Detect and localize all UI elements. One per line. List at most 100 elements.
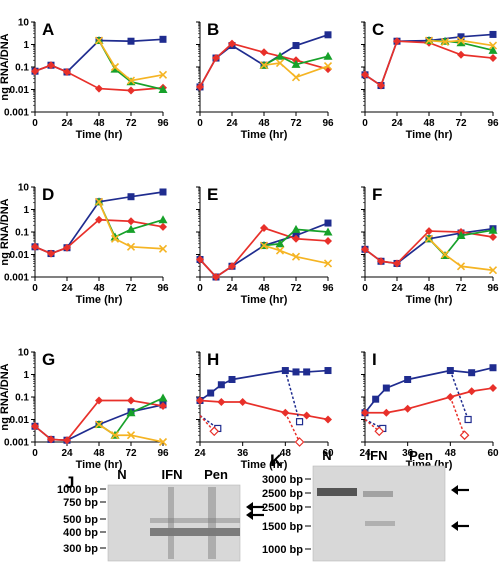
y-tick-label: 1 xyxy=(23,205,29,216)
diamond-marker xyxy=(47,249,55,258)
x-marker-stroke xyxy=(110,234,120,243)
plot-panel-d: 0.001 0.01 0.1 1 10 0 24 48 72 96 Time (hr) ng RNA/… xyxy=(0,183,169,307)
series xyxy=(361,384,497,417)
diamond-marker xyxy=(196,255,204,264)
x-marker-stroke xyxy=(440,37,450,47)
x-tick-label: 96 xyxy=(487,283,499,294)
x-tick-label: 96 xyxy=(157,448,169,459)
y-tick-label: 1 xyxy=(23,40,29,51)
x-axis-label: Time (hr) xyxy=(406,129,453,141)
x-marker-stroke xyxy=(259,241,269,250)
series-line xyxy=(428,39,494,47)
y-tick-label: 10 xyxy=(18,183,30,194)
plot-panel-b: 0 24 48 72 96 Time (hr) B xyxy=(196,20,334,141)
open-diamond-marker xyxy=(459,430,470,441)
marker-label: 400 bp xyxy=(63,527,98,539)
diamond-marker xyxy=(260,224,268,233)
triangle-marker xyxy=(110,64,120,73)
square-marker xyxy=(303,368,311,376)
square-marker xyxy=(489,364,497,372)
x-axis-label: Time (hr) xyxy=(76,129,123,141)
diamond-marker xyxy=(467,387,476,396)
y-tick-label: 0.1 xyxy=(15,228,29,239)
series xyxy=(424,234,498,275)
triangle-marker xyxy=(456,38,466,47)
y-tick-label: 0.1 xyxy=(15,393,29,404)
series-line xyxy=(284,412,301,443)
x-tick-label: 24 xyxy=(391,118,403,129)
x-tick-label: 48 xyxy=(93,283,105,294)
series xyxy=(361,227,497,268)
lane-label: Pen xyxy=(409,448,433,463)
square-marker xyxy=(404,375,412,383)
series xyxy=(31,215,167,258)
square-marker xyxy=(372,395,380,403)
plot-panel-e: 0 24 48 72 96 Time (hr) E xyxy=(196,185,334,306)
x-axis-label: Time (hr) xyxy=(76,294,123,306)
diamond-marker xyxy=(95,396,103,405)
x-tick-label: 24 xyxy=(194,448,206,459)
triangle-marker xyxy=(275,51,285,60)
series xyxy=(94,420,168,447)
x-tick-label: 24 xyxy=(226,118,238,129)
series-line xyxy=(263,62,329,79)
y-tick-label: 10 xyxy=(18,348,30,359)
x-axis-label: Time (hr) xyxy=(406,294,453,306)
diamond-marker xyxy=(260,48,268,57)
series-line xyxy=(263,228,329,247)
x-tick-label: 96 xyxy=(322,118,334,129)
y-tick-label: 0.01 xyxy=(10,85,30,96)
series-line xyxy=(98,40,164,82)
x-marker-stroke xyxy=(275,58,285,68)
y-tick-label: 0.001 xyxy=(4,438,29,449)
x-marker-stroke xyxy=(94,197,104,206)
gel-panel-k: K N IFN Pen 3000 bp 2500 bp 2500 bp 1500 bp 1000… xyxy=(262,448,469,562)
square-marker xyxy=(207,389,215,397)
x-marker-stroke xyxy=(323,62,333,71)
panel-label: I xyxy=(372,350,377,369)
y-axis-label: ng RNA/DNA xyxy=(0,198,11,265)
square-marker xyxy=(324,219,332,227)
gel-background xyxy=(312,465,446,562)
triangle-marker xyxy=(110,232,120,241)
x-tick-label: 96 xyxy=(322,283,334,294)
triangle-marker xyxy=(275,239,285,248)
series-line xyxy=(263,55,329,66)
x-axis-label: Time (hr) xyxy=(76,459,123,471)
open-diamond-marker xyxy=(209,426,220,437)
triangle-marker xyxy=(323,51,333,60)
square-marker xyxy=(292,42,300,50)
series xyxy=(94,36,168,85)
y-tick-label: 0.001 xyxy=(4,108,29,119)
x-marker-stroke xyxy=(110,62,120,72)
diamond-marker xyxy=(393,37,401,46)
x-tick-label: 0 xyxy=(362,118,368,129)
diamond-marker xyxy=(228,262,236,271)
x-tick-label: 0 xyxy=(32,118,38,129)
diamond-marker xyxy=(159,222,167,231)
triangle-marker xyxy=(158,215,168,224)
y-tick-label: 0.1 xyxy=(15,63,29,74)
x-marker-stroke xyxy=(158,70,168,79)
panel-label: D xyxy=(42,185,54,204)
x-tick-label: 0 xyxy=(197,118,203,129)
gel-band xyxy=(317,488,357,496)
square-marker xyxy=(127,193,135,201)
diamond-marker xyxy=(425,227,433,236)
lane-label: IFN xyxy=(162,467,183,482)
series xyxy=(449,370,472,424)
y-tick-label: 0.01 xyxy=(10,415,30,426)
gel-band xyxy=(363,491,393,497)
lane-label: Pen xyxy=(204,467,228,482)
series-line xyxy=(428,238,494,272)
marker-label: 2500 bp xyxy=(262,502,303,514)
open-diamond-marker xyxy=(294,437,305,447)
square-marker xyxy=(159,35,167,43)
series-line xyxy=(364,40,494,87)
series-line xyxy=(199,227,329,279)
lane-label: N xyxy=(322,448,331,463)
diamond-marker xyxy=(31,422,39,431)
x-tick-label: 48 xyxy=(258,283,270,294)
diamond-marker xyxy=(489,232,497,241)
